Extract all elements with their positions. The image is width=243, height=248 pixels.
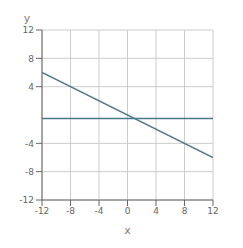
svg-text:x: x bbox=[124, 224, 131, 237]
svg-text:4: 4 bbox=[153, 206, 159, 216]
svg-text:-12: -12 bbox=[19, 195, 34, 205]
svg-text:-8: -8 bbox=[25, 167, 34, 177]
svg-text:8: 8 bbox=[28, 54, 34, 64]
svg-text:12: 12 bbox=[207, 206, 218, 216]
svg-text:-4: -4 bbox=[25, 139, 34, 149]
svg-text:y: y bbox=[24, 12, 31, 25]
svg-text:8: 8 bbox=[182, 206, 188, 216]
svg-text:-4: -4 bbox=[95, 206, 104, 216]
svg-text:12: 12 bbox=[23, 25, 34, 35]
svg-text:-12: -12 bbox=[35, 206, 50, 216]
svg-text:4: 4 bbox=[28, 82, 34, 92]
svg-text:-8: -8 bbox=[66, 206, 75, 216]
svg-text:0: 0 bbox=[125, 206, 131, 216]
